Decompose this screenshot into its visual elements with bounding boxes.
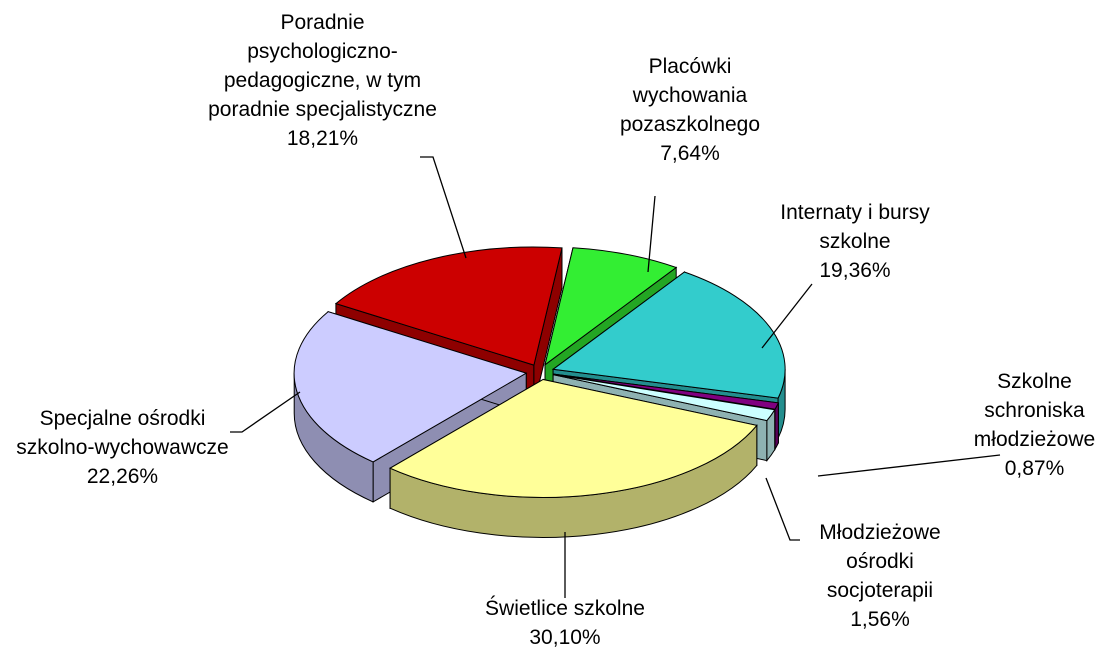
- value-label: 1,56%: [850, 608, 910, 631]
- value-label: 0,87%: [1004, 457, 1065, 480]
- category-label: Placówki wychowania pozaszkolnego: [619, 55, 761, 136]
- leader-line: [765, 477, 800, 541]
- category-label: Specjalne ośrodki szkolno-wychowawcze: [16, 407, 229, 459]
- leader-line: [230, 391, 301, 433]
- slice-side-shade: [778, 369, 786, 439]
- slice-side-shade: [533, 247, 562, 406]
- value-label: 19,36%: [819, 259, 891, 282]
- leader-line: [761, 283, 813, 349]
- slice-label: Szkolne schroniska młodzieżowe 0,87%: [962, 367, 1101, 483]
- slice-label: Młodzieżowe ośrodki socjoterapii 1,56%: [800, 518, 960, 634]
- slice: [552, 374, 776, 422]
- slice-label: Specjalne ośrodki szkolno-wychowawcze 22,…: [5, 404, 240, 491]
- slice: [551, 271, 786, 399]
- leader-line: [817, 454, 1001, 477]
- slice-side-shade: [766, 409, 775, 461]
- category-label: Świetlice szkolne: [485, 597, 645, 620]
- slice: [553, 373, 780, 410]
- category-label: Młodzieżowe ośrodki socjoterapii: [819, 521, 941, 602]
- slice-label: Poradnie psychologiczno-pedagogiczne, w …: [205, 8, 440, 153]
- leader-line: [647, 195, 656, 273]
- leader-line: [420, 156, 467, 259]
- category-label: Internaty i bursy szkolne: [780, 201, 930, 253]
- slice-side-shade: [294, 373, 374, 502]
- slice-tops: [293, 246, 786, 498]
- category-label: Szkolne schroniska młodzieżowe: [973, 370, 1096, 451]
- value-label: 22,26%: [86, 465, 159, 488]
- slice: [389, 378, 758, 498]
- value-label: 30,10%: [529, 626, 601, 649]
- slice: [544, 247, 678, 367]
- slice-side-shade: [775, 402, 779, 450]
- slice-label: Świetlice szkolne 30,10%: [430, 594, 700, 649]
- category-label: Poradnie psychologiczno-pedagogiczne, w …: [208, 11, 437, 121]
- slice-side-shade: [390, 425, 757, 538]
- slice-label: Internaty i bursy szkolne 19,36%: [765, 198, 945, 285]
- slice: [334, 246, 563, 366]
- value-label: 7,64%: [660, 142, 720, 165]
- value-label: 18,21%: [286, 127, 359, 150]
- slice: [293, 311, 528, 463]
- slice-label: Placówki wychowania pozaszkolnego 7,64%: [605, 52, 775, 168]
